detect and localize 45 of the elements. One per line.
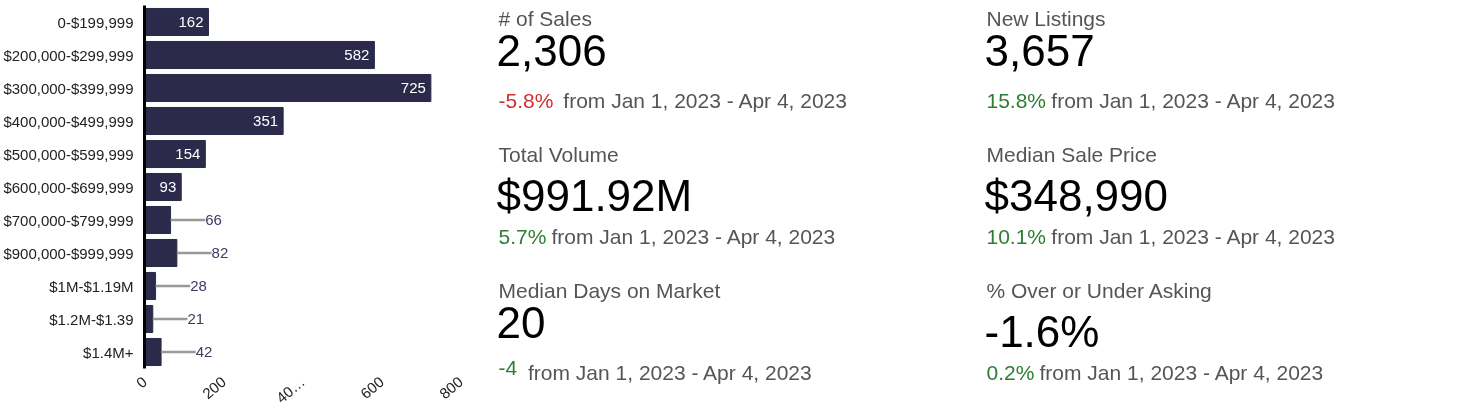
data-label: 66 [205, 211, 222, 228]
text: 0.2% [986, 360, 1035, 384]
data-label: 162 [178, 13, 204, 30]
y-tick-label: $1M-$1.19M [49, 277, 134, 295]
y-tick-label: $1.2M-$1.39 [49, 310, 134, 328]
data-label: 21 [187, 310, 205, 327]
text: % Over or Under Asking [986, 278, 1212, 302]
x-tick-label: 600 [356, 373, 387, 403]
text: 15.8% [986, 88, 1047, 112]
text: from Jan 1, 2023 - Apr 4, 2023 [563, 88, 847, 112]
data-label: 154 [175, 145, 201, 162]
y-tick-label: $300,000-$399,999 [3, 79, 134, 97]
text: 5.7% [498, 224, 547, 248]
x-tick-label: 40… [272, 373, 308, 407]
x-tick-label: 200 [198, 373, 229, 403]
text: $348,990 [984, 170, 1169, 220]
text: -5.8% [498, 88, 554, 112]
y-tick-label: $1.4M+ [83, 343, 134, 361]
y-tick-label: $400,000-$499,999 [3, 112, 134, 130]
y-tick-label: $900,000-$999,999 [3, 244, 134, 262]
data-label: 28 [190, 277, 207, 294]
text: -4 [498, 355, 518, 379]
x-tick-label: 0 [132, 373, 150, 392]
data-label: 725 [400, 79, 426, 96]
text: Median Sale Price [986, 142, 1157, 166]
text: from Jan 1, 2023 - Apr 4, 2023 [1051, 88, 1335, 112]
y-tick-label: 0-$199,999 [57, 13, 134, 31]
data-label: 351 [253, 112, 279, 129]
data-label: 82 [211, 244, 229, 261]
text: -1.6% [984, 306, 1100, 356]
data-label: 582 [344, 46, 370, 63]
text: from Jan 1, 2023 - Apr 4, 2023 [528, 360, 812, 384]
y-tick-label: $200,000-$299,999 [3, 46, 134, 64]
y-tick-label: $600,000-$699,999 [3, 178, 134, 196]
text: from Jan 1, 2023 - Apr 4, 2023 [1051, 224, 1335, 248]
text: 10.1% [986, 224, 1047, 248]
text: Total Volume [498, 142, 619, 166]
text: from Jan 1, 2023 - Apr 4, 2023 [551, 224, 836, 248]
data-label: 42 [195, 343, 213, 360]
text: $991.92M [496, 170, 693, 220]
text: from Jan 1, 2023 - Apr 4, 2023 [1039, 360, 1324, 384]
data-label: 93 [159, 178, 177, 195]
x-tick-label: 800 [435, 373, 466, 403]
y-tick-label: $500,000-$599,999 [3, 145, 134, 163]
y-tick-label: $700,000-$799,999 [3, 211, 134, 229]
